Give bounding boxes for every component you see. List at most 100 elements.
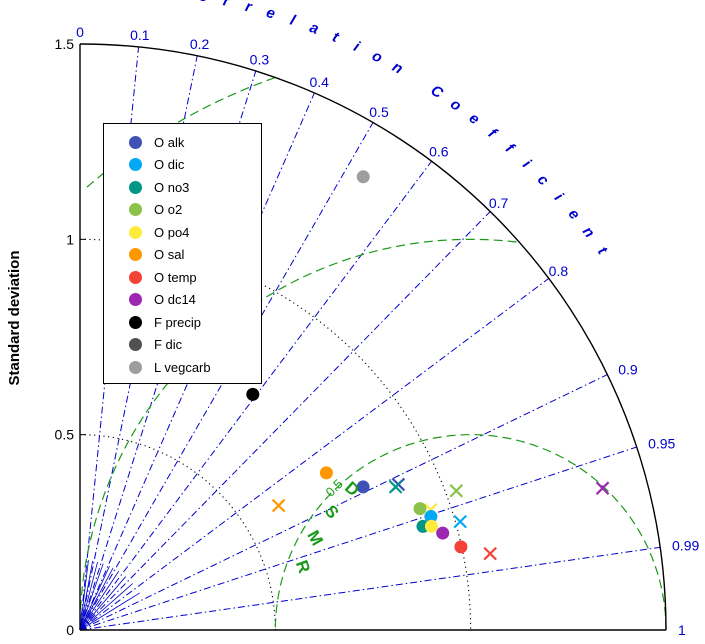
legend-item: F dic xyxy=(104,334,261,357)
correlation-ray-short xyxy=(79,560,94,631)
reference-x-marker xyxy=(595,481,610,495)
correlation-tick-label: 0.7 xyxy=(489,195,509,211)
reference-x-marker xyxy=(388,480,403,494)
data-point xyxy=(436,526,450,540)
data-point xyxy=(424,510,438,524)
legend-item: O po4 xyxy=(104,221,261,244)
legend-label: O po4 xyxy=(154,224,190,240)
correlation-title-letter: r xyxy=(221,0,232,10)
data-point xyxy=(413,502,427,516)
correlation-ray xyxy=(79,446,637,631)
rmsd-tick-label: 0.5 xyxy=(323,476,346,499)
correlation-ray-short xyxy=(79,583,134,631)
outer-arc xyxy=(79,43,667,631)
correlation-tick-label: 0.2 xyxy=(190,36,210,52)
correlation-title-letter: e xyxy=(264,4,277,23)
correlation-title-letter: t xyxy=(594,244,611,259)
reference-x-marker xyxy=(271,498,286,513)
correlation-title-letter: o xyxy=(369,47,385,66)
reference-x-marker xyxy=(453,514,467,529)
legend-marker xyxy=(129,315,142,329)
rmsd-title-letter: D xyxy=(341,478,363,500)
correlation-title-letter: C xyxy=(427,82,446,103)
correlation-title-letter: t xyxy=(330,28,342,46)
legend-item: O temp xyxy=(104,266,261,289)
legend-marker xyxy=(129,270,142,284)
legend-label: O alk xyxy=(154,134,185,150)
legend-marker xyxy=(129,225,142,239)
correlation-tick-label: 0.8 xyxy=(549,263,569,279)
reference-x-marker xyxy=(449,484,464,498)
legend-label: O temp xyxy=(154,269,197,285)
correlation-ray-short xyxy=(79,576,127,631)
correlation-tick-label: 1 xyxy=(678,622,686,638)
std-arc xyxy=(79,434,276,631)
legend-label: F dic xyxy=(154,337,183,353)
std-tick-label: 0.5 xyxy=(55,427,75,443)
legend-marker xyxy=(129,293,142,307)
legend-item: O alk xyxy=(104,131,261,154)
data-marks xyxy=(222,170,610,561)
rmsd-title-letter: M xyxy=(303,527,326,549)
correlation-tick-label: 0.5 xyxy=(369,104,389,120)
legend-label: L vegcarb xyxy=(154,359,211,375)
correlation-title-letter: o xyxy=(447,96,464,115)
correlation-tick-label: 0.9 xyxy=(618,361,638,377)
correlation-ray-short xyxy=(79,592,140,631)
correlation-ray-short xyxy=(79,571,120,631)
legend-marker xyxy=(129,360,142,374)
legend-marker xyxy=(129,248,142,262)
legend-label: O sal xyxy=(154,247,185,263)
correlation-title-letter: n xyxy=(579,223,598,241)
correlation-title-letter: C xyxy=(174,0,189,2)
legend-item: O sal xyxy=(104,244,261,267)
data-point xyxy=(246,387,260,401)
correlation-tick-label: 0.1 xyxy=(130,27,150,43)
std-tick-label: 1.5 xyxy=(55,36,75,52)
correlation-title-letter: f xyxy=(485,125,501,143)
rmsd-title-letter: R xyxy=(292,558,314,576)
correlation-title-letter: f xyxy=(502,140,519,157)
legend-label: F precip xyxy=(154,314,201,330)
correlation-tick-label: 0 xyxy=(76,24,84,40)
data-point xyxy=(356,480,370,494)
correlation-ray-short xyxy=(79,567,114,631)
correlation-title-letter: l xyxy=(288,12,298,30)
legend-label: O no3 xyxy=(154,179,190,195)
correlation-tick-label: 0.99 xyxy=(672,538,699,554)
diagram-axes: 00.511.50 0.10.20.30.40.50.60.70.80.90.95… xyxy=(55,24,700,638)
legend-item: O o2 xyxy=(104,199,261,222)
legend-marker xyxy=(129,338,142,352)
correlation-title-letter: i xyxy=(551,190,567,205)
legend-marker xyxy=(129,158,142,172)
correlation-title-letter: r xyxy=(244,0,255,16)
legend-marker xyxy=(129,203,142,217)
rmsd-arc xyxy=(274,434,667,631)
correlation-title-letter: n xyxy=(389,58,405,77)
std-tick-label: 0 xyxy=(66,622,74,638)
correlation-title-letter: i xyxy=(519,156,534,172)
reference-x-marker xyxy=(483,546,497,561)
data-point xyxy=(319,466,333,480)
legend-marker xyxy=(129,135,142,149)
correlation-ray xyxy=(79,277,550,631)
correlation-tick-label: 0.6 xyxy=(429,144,449,160)
data-point xyxy=(356,170,370,184)
correlation-ray xyxy=(79,211,491,631)
correlation-title-letter: c xyxy=(534,171,552,189)
correlation-title-letter: e xyxy=(466,110,483,129)
legend-item: O dic xyxy=(104,154,261,177)
correlation-tick-label: 0.95 xyxy=(648,435,675,451)
legend-label: O o2 xyxy=(154,202,183,218)
legend-marker xyxy=(129,180,142,194)
legend-label: O dic xyxy=(154,157,185,173)
legend: O alk O dic O no3 O o2 O po4 O sal O temp O dc1… xyxy=(103,123,262,384)
legend-item: O dc14 xyxy=(104,289,261,312)
correlation-ray-short xyxy=(79,566,110,631)
rmsd-title-letter: S xyxy=(321,501,343,522)
correlation-ray-short xyxy=(79,563,104,631)
correlation-tick-label: 0.3 xyxy=(250,52,270,68)
legend-item: F precip xyxy=(104,311,261,334)
